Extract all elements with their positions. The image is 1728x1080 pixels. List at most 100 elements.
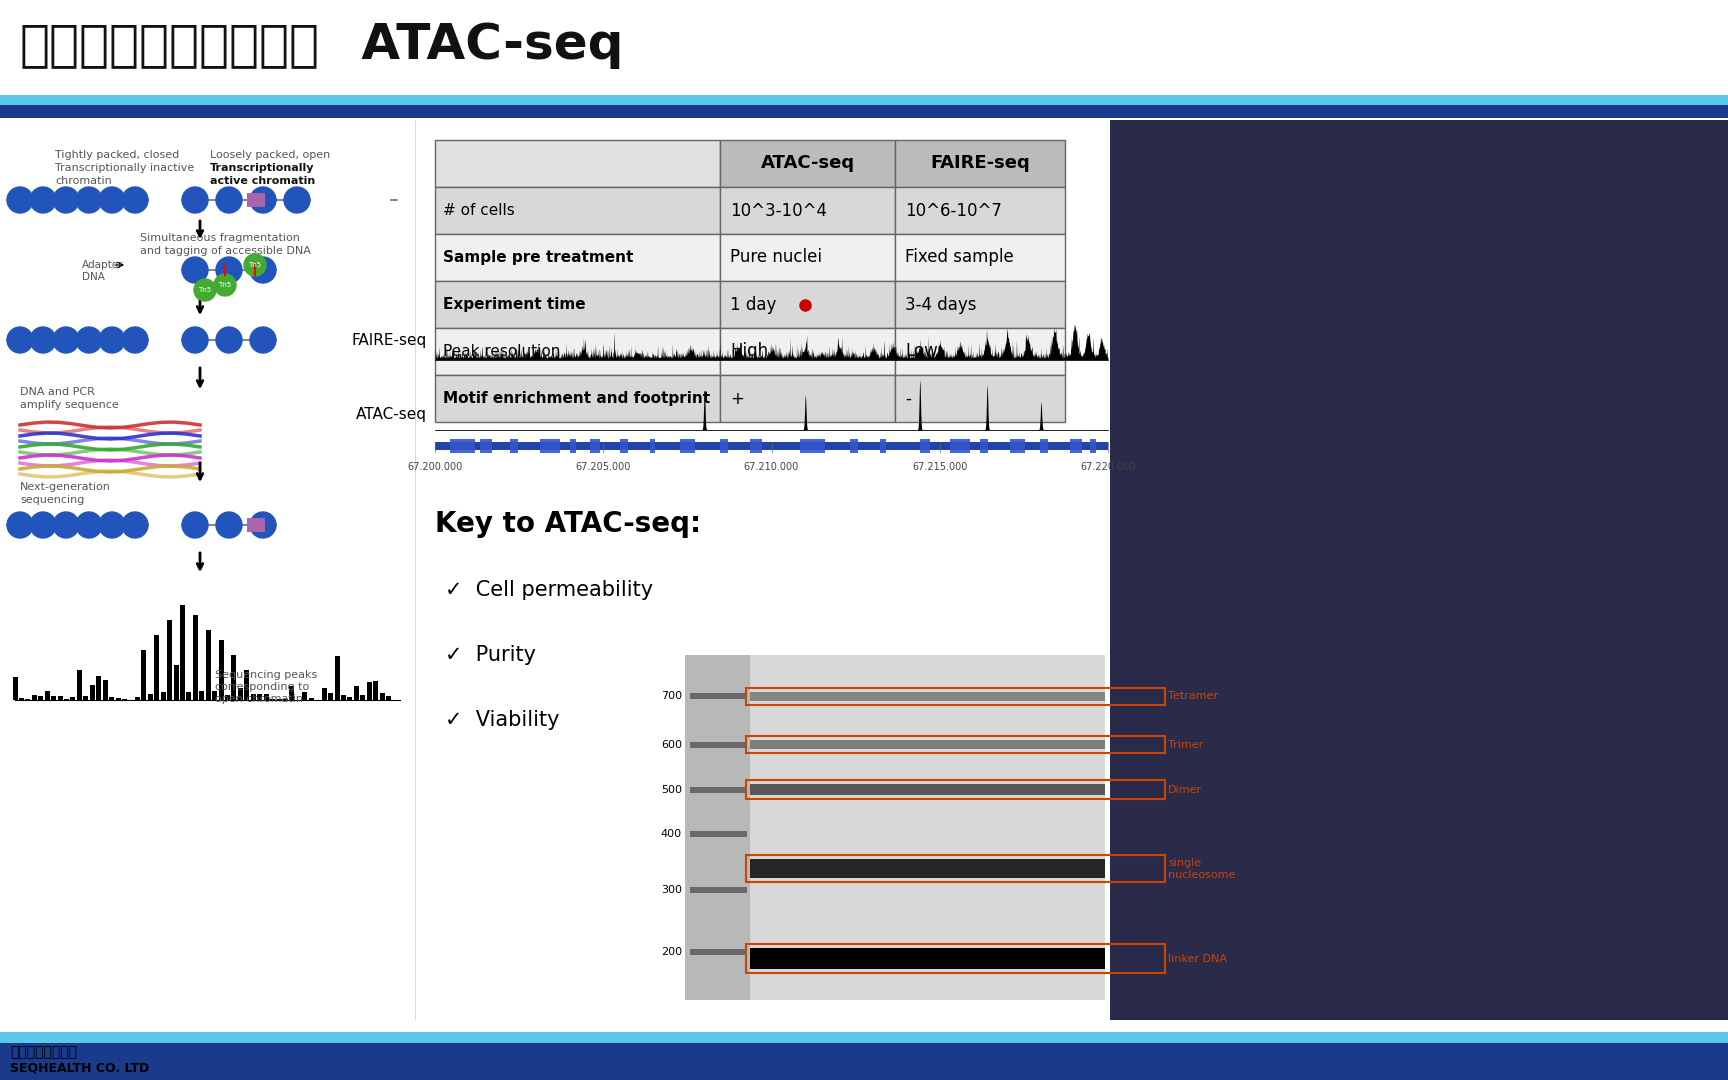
Bar <box>689 887 746 892</box>
Text: Transcriptionally: Transcriptionally <box>211 163 314 173</box>
Bar <box>721 140 895 187</box>
Text: Tetramer: Tetramer <box>1168 691 1218 701</box>
Bar <box>721 187 895 234</box>
Bar <box>12 677 17 700</box>
Text: ATAC-seq: ATAC-seq <box>344 21 624 69</box>
Text: 67.215.000: 67.215.000 <box>912 462 968 472</box>
Bar <box>373 681 378 700</box>
Text: active chromatin: active chromatin <box>211 176 314 186</box>
Bar <box>620 438 627 453</box>
Bar <box>154 635 159 700</box>
Bar <box>435 140 721 187</box>
Text: Sample pre treatment: Sample pre treatment <box>442 249 634 265</box>
Bar <box>746 781 1165 799</box>
Circle shape <box>181 187 207 213</box>
Text: Loosely packed, open: Loosely packed, open <box>211 150 330 160</box>
Bar <box>45 691 50 700</box>
Bar <box>539 438 560 453</box>
Bar <box>895 187 1064 234</box>
Text: 1 day: 1 day <box>729 296 776 313</box>
Text: Tn5: Tn5 <box>199 287 211 293</box>
Bar <box>689 742 746 747</box>
Text: # of cells: # of cells <box>442 203 515 218</box>
Bar <box>980 438 988 453</box>
Bar <box>480 438 492 453</box>
Bar <box>38 697 43 700</box>
Circle shape <box>216 257 242 283</box>
Bar <box>199 691 204 700</box>
Text: +: + <box>729 390 743 407</box>
Bar <box>750 860 1104 878</box>
Text: 67.205.000: 67.205.000 <box>575 462 631 472</box>
Text: 300: 300 <box>662 885 683 894</box>
Bar <box>366 683 372 700</box>
Circle shape <box>214 274 237 296</box>
Bar <box>721 281 895 328</box>
Bar <box>650 438 655 453</box>
Circle shape <box>76 327 102 353</box>
Bar <box>264 693 268 700</box>
Bar <box>168 620 173 700</box>
Circle shape <box>29 187 55 213</box>
Text: FAIRE-seq: FAIRE-seq <box>930 154 1030 173</box>
Text: Tn5: Tn5 <box>249 262 261 268</box>
Text: 200: 200 <box>660 947 683 957</box>
Circle shape <box>54 187 79 213</box>
Bar <box>0 1032 1728 1040</box>
Bar <box>83 697 88 700</box>
Text: 10^3-10^4: 10^3-10^4 <box>729 202 828 219</box>
Text: Simultaneous fragmentation: Simultaneous fragmentation <box>140 233 301 243</box>
Bar <box>0 1043 1728 1080</box>
Bar <box>750 784 1104 795</box>
Bar <box>109 698 114 700</box>
Text: Peak resolution: Peak resolution <box>442 345 560 359</box>
Circle shape <box>251 187 276 213</box>
Text: Trimer: Trimer <box>1168 740 1203 750</box>
Circle shape <box>244 254 266 276</box>
Bar <box>309 699 314 700</box>
Text: Dimer: Dimer <box>1168 784 1203 795</box>
Bar <box>102 680 107 700</box>
Bar <box>321 688 327 700</box>
Bar <box>435 187 721 234</box>
Bar <box>142 650 147 700</box>
Bar <box>721 234 895 281</box>
Bar <box>0 95 1728 105</box>
Bar <box>880 438 886 453</box>
Bar <box>746 855 1165 882</box>
Text: 康测科技有限公司: 康测科技有限公司 <box>10 1045 78 1059</box>
Circle shape <box>123 327 149 353</box>
Text: Sequencing peaks: Sequencing peaks <box>214 670 318 680</box>
Bar <box>684 654 1104 1000</box>
Text: SEQHEALTH CO. LTD: SEQHEALTH CO. LTD <box>10 1062 149 1075</box>
Bar <box>895 328 1064 375</box>
Bar <box>180 605 185 700</box>
Circle shape <box>251 257 276 283</box>
Bar <box>225 694 230 700</box>
Text: and tagging of accessible DNA: and tagging of accessible DNA <box>140 246 311 256</box>
Bar <box>689 693 746 700</box>
Bar <box>800 438 824 453</box>
Bar <box>52 696 55 700</box>
Bar <box>435 328 721 375</box>
Bar <box>1109 120 1728 1020</box>
Text: open chromatin: open chromatin <box>214 694 302 704</box>
Circle shape <box>251 327 276 353</box>
Circle shape <box>123 187 149 213</box>
Text: 600: 600 <box>662 740 683 750</box>
Bar <box>1090 438 1096 453</box>
Text: linker DNA: linker DNA <box>1168 954 1227 963</box>
Text: DNA and PCR: DNA and PCR <box>21 387 95 397</box>
Bar <box>238 688 244 700</box>
Circle shape <box>194 279 216 301</box>
Bar <box>135 698 140 700</box>
Circle shape <box>54 327 79 353</box>
Bar <box>361 694 365 700</box>
Bar <box>194 615 197 700</box>
Bar <box>251 693 256 700</box>
Bar <box>895 140 1064 187</box>
Text: Pure nuclei: Pure nuclei <box>729 248 823 267</box>
Text: 400: 400 <box>660 829 683 839</box>
Text: Fixed sample: Fixed sample <box>905 248 1014 267</box>
Bar <box>435 281 721 328</box>
